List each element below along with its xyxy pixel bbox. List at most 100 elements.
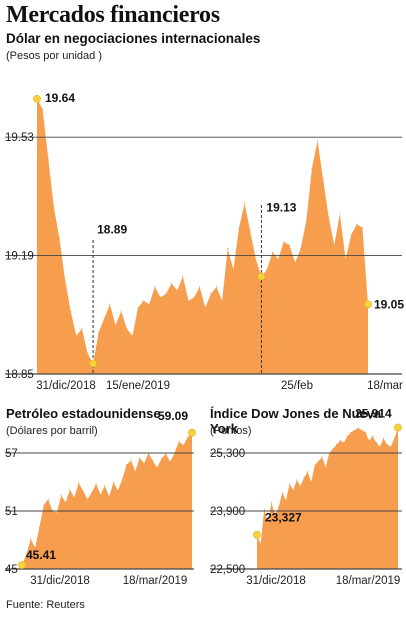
x-tick-label: 31/dic/2018 — [36, 380, 95, 392]
value-marker — [257, 272, 266, 281]
x-tick-label: 31/dic/2018 — [246, 575, 305, 587]
dollar-chart-title: Dólar en negociaciones internacionales — [6, 31, 261, 46]
dollar-area-chart: 18.85 19.19 19.53 31/dic/2018 15/ene/2019 25/… — [5, 91, 404, 392]
data-point — [288, 244, 291, 246]
data-point — [86, 352, 89, 354]
x-tick-label: 25/feb — [281, 380, 313, 392]
data-point — [322, 178, 324, 180]
data-point — [193, 296, 195, 298]
data-label: 45.41 — [26, 548, 56, 562]
dow-chart-title: Índice Dow Jones de Nueva York — [210, 406, 382, 436]
data-point — [232, 268, 234, 271]
data-point — [299, 485, 301, 487]
data-point — [343, 442, 345, 444]
data-point — [333, 244, 335, 246]
data-point — [169, 461, 171, 463]
x-tick-label: 18/mar — [367, 380, 403, 392]
data-point — [69, 489, 71, 491]
x-tick-label: 18/mar/2019 — [336, 575, 401, 587]
value-marker — [253, 530, 261, 539]
data-point — [160, 458, 163, 460]
y-tick-label: 25,300 — [210, 448, 245, 460]
data-point — [249, 230, 251, 232]
data-point — [382, 437, 385, 440]
data-point — [131, 335, 133, 337]
oil-chart-unit: (Dólares por barril) — [6, 425, 98, 437]
data-point — [95, 483, 97, 485]
data-point — [64, 279, 66, 281]
data-point — [285, 500, 287, 502]
data-point — [130, 460, 132, 462]
data-point — [356, 223, 358, 225]
data-point — [266, 268, 268, 271]
data-point — [215, 286, 218, 288]
data-point — [112, 481, 115, 483]
data-point — [70, 310, 72, 312]
data-point — [339, 213, 341, 215]
data-point — [137, 307, 139, 309]
area-series — [257, 427, 398, 569]
data-point — [350, 234, 352, 236]
data-point — [121, 478, 123, 480]
data-point — [78, 482, 80, 484]
data-point — [283, 241, 285, 243]
data-point — [25, 553, 27, 556]
data-point — [73, 496, 75, 499]
data-point — [379, 446, 381, 448]
data-label: 19.05 — [374, 297, 404, 311]
data-point — [204, 307, 206, 309]
data-point — [126, 328, 128, 330]
data-point — [303, 477, 305, 479]
data-point — [34, 547, 36, 549]
area-series — [22, 432, 192, 569]
data-point — [171, 282, 173, 285]
data-point — [227, 248, 229, 250]
data-point — [117, 490, 119, 492]
data-point — [375, 442, 377, 444]
data-point — [182, 275, 184, 278]
data-point — [270, 502, 273, 504]
data-point — [210, 293, 212, 295]
data-point — [42, 108, 44, 110]
y-tick-label: 18.85 — [5, 369, 34, 381]
data-point — [82, 490, 84, 492]
data-point — [154, 286, 156, 288]
y-tick-label: 19.19 — [5, 251, 34, 263]
data-point — [361, 429, 363, 431]
y-tick-label: 19.53 — [5, 132, 34, 144]
data-label: 18.89 — [97, 223, 127, 237]
data-point — [263, 508, 265, 510]
data-point — [75, 335, 77, 337]
data-point — [81, 328, 83, 330]
x-tick-label: 31/dic/2018 — [30, 575, 89, 587]
data-point — [335, 444, 338, 446]
data-point — [314, 464, 316, 466]
data-point — [307, 471, 309, 473]
data-point — [390, 446, 392, 448]
oil-area-chart: 45 51 57 31/dic/2018 18/mar/2019 45.41 59.09 — [5, 409, 196, 587]
data-point — [58, 237, 61, 239]
data-point — [120, 310, 122, 312]
data-point — [47, 498, 49, 500]
data-point — [350, 431, 352, 433]
data-point — [182, 444, 184, 446]
data-point — [139, 457, 141, 459]
value-marker — [33, 94, 41, 103]
source-note: Fuente: Reuters — [6, 599, 85, 611]
data-point — [386, 444, 388, 446]
data-point — [346, 435, 348, 437]
data-point — [364, 431, 367, 433]
value-marker — [18, 561, 26, 569]
page-title: Mercados financieros — [6, 2, 220, 28]
data-point — [65, 501, 67, 503]
y-tick-label: 22,500 — [210, 564, 245, 576]
data-point — [108, 495, 110, 498]
data-point — [165, 453, 167, 455]
data-point — [143, 463, 145, 465]
y-tick-label: 57 — [5, 448, 18, 460]
data-point — [114, 324, 117, 326]
data-point — [176, 289, 178, 291]
data-point — [38, 526, 41, 529]
data-point — [368, 440, 370, 442]
